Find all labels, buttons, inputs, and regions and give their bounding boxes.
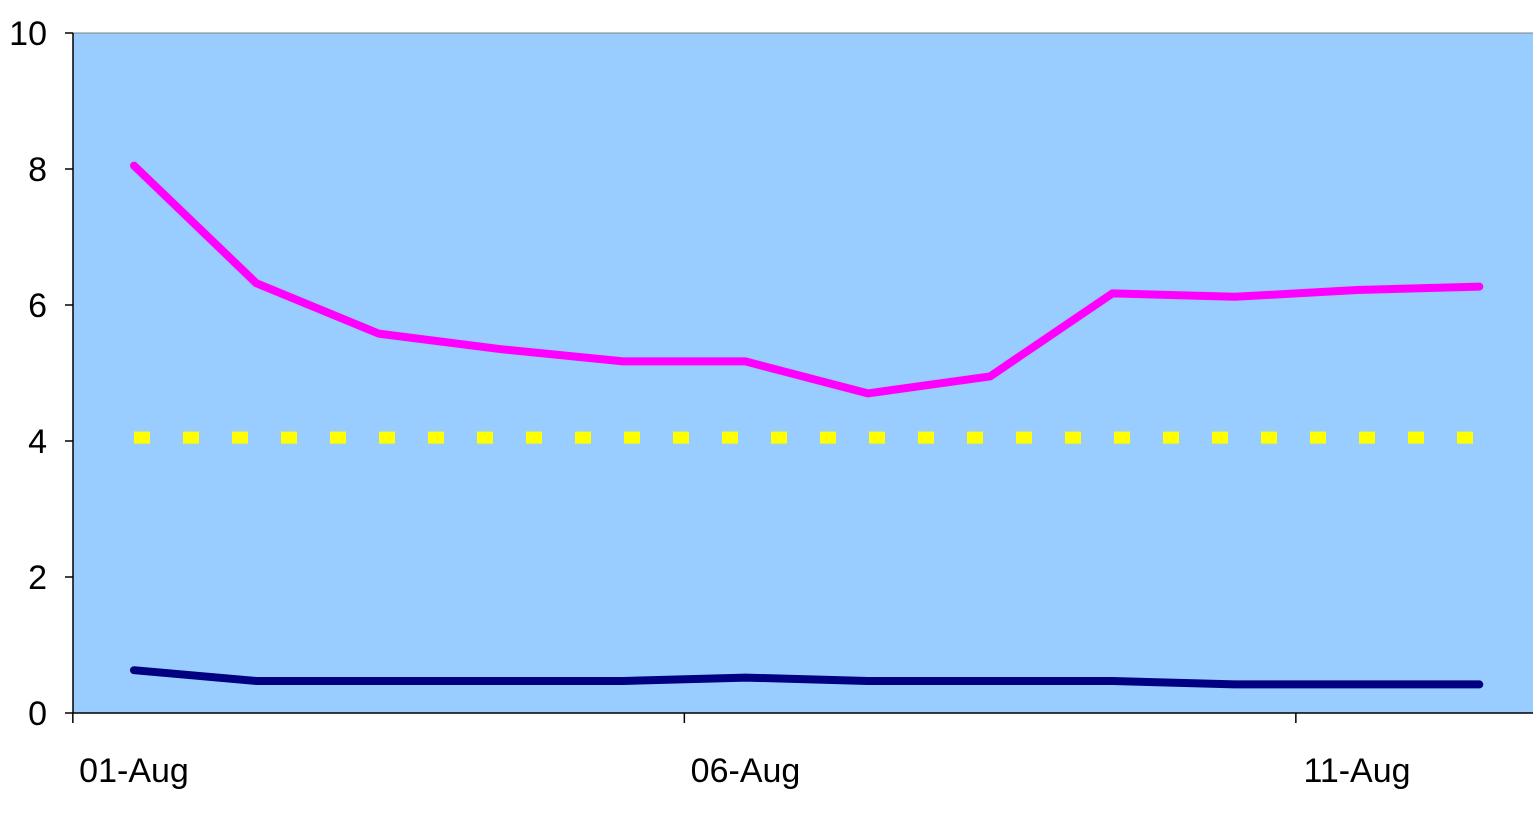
tick-labels: 0 2 4 6 8 10 01-Aug 06-Aug 11-Aug — [9, 15, 1410, 790]
series-line-3 — [130, 666, 1484, 689]
y-tick-label: 4 — [28, 423, 47, 461]
y-tick-label: 10 — [9, 15, 47, 53]
y-tick-label: 8 — [28, 151, 47, 189]
y-tick-label: 6 — [28, 287, 47, 325]
y-tick-label: 0 — [28, 695, 47, 733]
x-tick-label: 06-Aug — [691, 752, 801, 790]
x-tick-label: 11-Aug — [1303, 752, 1410, 790]
y-tick-label: 2 — [28, 559, 47, 597]
series-layer — [130, 161, 1484, 689]
x-tick-label: 01-Aug — [79, 752, 189, 790]
series-line-1 — [130, 161, 1484, 398]
axes — [65, 32, 1533, 723]
